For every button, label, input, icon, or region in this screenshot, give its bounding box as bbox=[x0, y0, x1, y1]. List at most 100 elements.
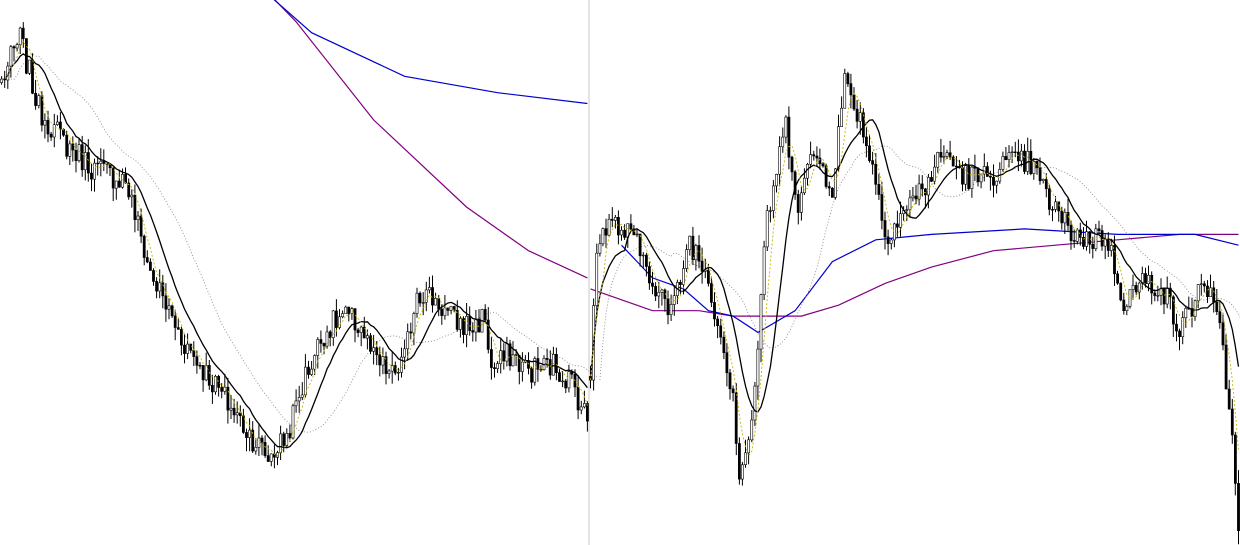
candle bbox=[338, 309, 341, 330]
candle bbox=[1088, 231, 1092, 254]
candle-body-down bbox=[564, 380, 568, 389]
candle bbox=[719, 318, 723, 345]
candle bbox=[93, 158, 97, 192]
candle-body-down bbox=[604, 228, 608, 236]
candle bbox=[217, 374, 221, 397]
candle bbox=[895, 210, 899, 237]
candle bbox=[393, 361, 397, 376]
candle bbox=[1091, 236, 1095, 259]
candle-body-up bbox=[1165, 287, 1169, 305]
candle-body-up bbox=[688, 235, 692, 250]
candle-body-down bbox=[985, 166, 989, 177]
candle-body-up bbox=[18, 27, 22, 46]
candle bbox=[465, 303, 468, 348]
candle-body-down bbox=[245, 432, 248, 438]
candle-body-down bbox=[145, 257, 149, 263]
candle-body-down bbox=[874, 163, 878, 185]
candle bbox=[889, 238, 893, 250]
candle bbox=[71, 136, 75, 162]
candle-body-down bbox=[102, 160, 106, 164]
candle bbox=[666, 290, 670, 325]
candle-body-down bbox=[242, 415, 245, 433]
candle bbox=[725, 342, 729, 387]
candle bbox=[226, 377, 230, 424]
candle-body-down bbox=[217, 375, 221, 388]
candle-body-down bbox=[818, 157, 822, 165]
candle-body-down bbox=[868, 145, 871, 161]
candle bbox=[858, 102, 862, 135]
candle-body-up bbox=[505, 343, 509, 362]
candle bbox=[1066, 198, 1070, 231]
candle-body-up bbox=[582, 403, 586, 408]
candle-body-down bbox=[654, 286, 658, 297]
candle-body-down bbox=[992, 176, 995, 186]
candle-body-up bbox=[130, 194, 134, 198]
candle-body-down bbox=[716, 318, 720, 326]
candle bbox=[809, 141, 813, 169]
sma-fast-line bbox=[1, 40, 588, 457]
candle-body-up bbox=[1156, 295, 1160, 297]
candle bbox=[1206, 280, 1209, 303]
candle-body-down bbox=[328, 331, 332, 338]
candle bbox=[1063, 208, 1067, 234]
candle bbox=[728, 369, 732, 400]
candle-body-down bbox=[629, 223, 633, 230]
candle bbox=[561, 371, 565, 388]
candle bbox=[793, 170, 797, 200]
candle-body-up bbox=[1019, 150, 1023, 162]
candle-body-down bbox=[1215, 301, 1219, 313]
candle-body-down bbox=[201, 365, 205, 381]
candle-body-down bbox=[1206, 285, 1209, 297]
candle-body-up bbox=[427, 287, 431, 291]
candle bbox=[344, 305, 348, 314]
candle-body-up bbox=[775, 174, 778, 187]
candle-body-down bbox=[266, 455, 270, 462]
candle bbox=[1004, 147, 1008, 161]
candle-body-down bbox=[139, 215, 143, 237]
candle bbox=[675, 279, 679, 305]
candle bbox=[1153, 289, 1157, 302]
candle-body-down bbox=[824, 165, 828, 187]
candle-body-up bbox=[331, 310, 335, 338]
candle-body-down bbox=[170, 305, 174, 317]
candle-body-up bbox=[1199, 283, 1203, 285]
sma-slow-line bbox=[10, 53, 598, 433]
candle-body-up bbox=[387, 370, 391, 374]
candle-body-down bbox=[914, 195, 918, 200]
candle bbox=[837, 114, 840, 172]
candle-body-down bbox=[462, 318, 465, 335]
candle-body-down bbox=[647, 266, 651, 284]
candle bbox=[34, 79, 38, 110]
candle bbox=[1116, 270, 1120, 285]
candle bbox=[647, 261, 651, 290]
candle-body-up bbox=[269, 453, 273, 462]
candle bbox=[114, 180, 118, 200]
candle bbox=[790, 155, 794, 181]
candle bbox=[1041, 178, 1045, 184]
candle bbox=[452, 305, 456, 313]
candle bbox=[651, 271, 654, 295]
candle bbox=[917, 174, 921, 206]
candle-body-up bbox=[511, 354, 515, 367]
candle bbox=[697, 235, 701, 269]
candle-body-up bbox=[276, 452, 279, 458]
candle-body-down bbox=[319, 339, 323, 344]
candle bbox=[111, 167, 115, 202]
candle-body-down bbox=[539, 368, 543, 371]
candle bbox=[353, 308, 357, 343]
candle-body-up bbox=[837, 126, 840, 170]
candle bbox=[378, 346, 382, 377]
candle bbox=[874, 153, 878, 195]
candle bbox=[118, 169, 121, 188]
candle bbox=[1196, 284, 1200, 309]
candle bbox=[424, 281, 428, 312]
candle-body-down bbox=[530, 367, 534, 383]
candle bbox=[930, 171, 933, 182]
candle-body-up bbox=[294, 400, 298, 407]
candle-body-down bbox=[74, 149, 78, 161]
candle bbox=[257, 424, 261, 456]
candle bbox=[279, 425, 282, 460]
candle bbox=[1106, 232, 1110, 257]
candle-body-up bbox=[421, 302, 425, 304]
candle bbox=[307, 360, 310, 379]
